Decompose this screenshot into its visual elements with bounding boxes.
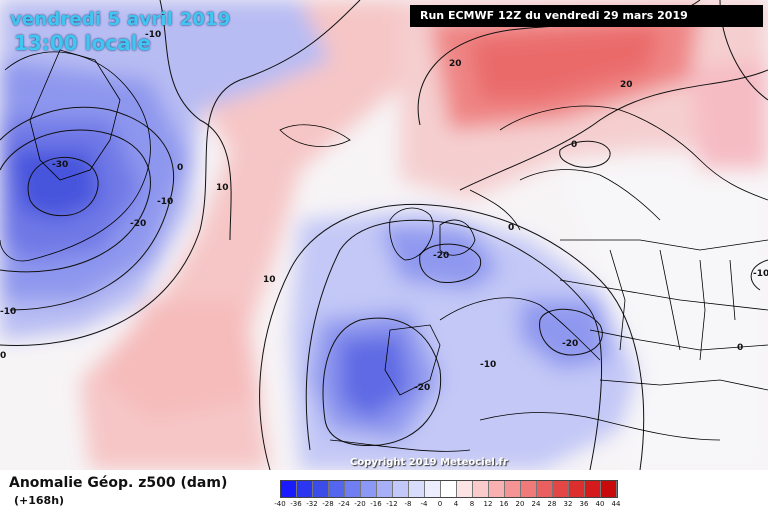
color-scale-tick: 12 xyxy=(483,500,493,508)
color-swatch xyxy=(441,481,457,497)
contour-label: 0 xyxy=(0,351,6,361)
contour-label: -10 xyxy=(145,30,161,40)
contour-label: 0 xyxy=(508,223,514,233)
model-run-info: Run ECMWF 12Z du vendredi 29 mars 2019 xyxy=(410,5,763,27)
contour-label: -10 xyxy=(753,269,768,279)
color-swatch xyxy=(537,481,553,497)
color-swatch xyxy=(473,481,489,497)
color-scale-tick: 40 xyxy=(595,500,605,508)
color-scale-tick: -4 xyxy=(420,500,428,508)
color-scale-ticks: -40 -36 -32 -28 -24 -20 -16 -12 -8 -4 0 4 8 12 16 20 24 2… xyxy=(274,500,620,510)
color-swatch xyxy=(345,481,361,497)
anomaly-field xyxy=(0,0,768,470)
color-swatch xyxy=(489,481,505,497)
color-swatch xyxy=(313,481,329,497)
color-scale-tick: -28 xyxy=(322,500,334,508)
contour-label: -20 xyxy=(433,251,449,261)
copyright-text: Copyright 2019 Meteociel.fr xyxy=(350,457,508,468)
contour-label: -10 xyxy=(0,307,16,317)
color-scale-tick: 0 xyxy=(437,500,443,508)
color-swatch xyxy=(409,481,425,497)
color-scale-tick: 24 xyxy=(531,500,541,508)
color-swatch xyxy=(569,481,585,497)
color-scale-tick: -16 xyxy=(370,500,382,508)
color-scale-bar xyxy=(280,480,618,498)
color-swatch xyxy=(521,481,537,497)
color-scale-tick: -20 xyxy=(354,500,366,508)
color-swatch xyxy=(601,481,617,497)
color-swatch xyxy=(297,481,313,497)
forecast-date: vendredi 5 avril 2019 xyxy=(10,9,231,30)
contour-label: 0 xyxy=(177,163,183,173)
color-scale-tick: -36 xyxy=(290,500,302,508)
coastlines xyxy=(0,49,768,452)
color-swatch xyxy=(553,481,569,497)
color-scale-tick: -32 xyxy=(306,500,318,508)
contour-label: 10 xyxy=(263,275,276,285)
contour-label: 20 xyxy=(620,80,633,90)
color-scale-tick: -12 xyxy=(386,500,398,508)
color-swatch xyxy=(329,481,345,497)
contour-label: -20 xyxy=(130,219,146,229)
contour-labels: -10 -30 -20 -10 0 10 10 -10 20 20 0 0 -2… xyxy=(0,30,768,393)
contour-label: -20 xyxy=(562,339,578,349)
forecast-local-time: 13:00 locale xyxy=(14,31,151,55)
color-scale-tick: 8 xyxy=(469,500,475,508)
color-scale-tick: -40 xyxy=(274,500,286,508)
color-scale-tick: -8 xyxy=(404,500,412,508)
color-scale-tick: 32 xyxy=(563,500,573,508)
legend-panel: Anomalie Géop. z500 (dam) (+168h) -40 -36… xyxy=(0,470,768,512)
color-scale-tick: 44 xyxy=(611,500,621,508)
color-scale-tick: -24 xyxy=(338,500,350,508)
color-scale-tick: 36 xyxy=(579,500,589,508)
color-swatch xyxy=(505,481,521,497)
color-swatch xyxy=(425,481,441,497)
color-swatch xyxy=(361,481,377,497)
contour-label: 10 xyxy=(216,183,229,193)
color-swatch xyxy=(457,481,473,497)
color-swatch xyxy=(377,481,393,497)
color-scale-tick: 20 xyxy=(515,500,525,508)
contour-label: 20 xyxy=(449,59,462,69)
contour-label: 0 xyxy=(571,140,577,150)
color-swatch xyxy=(393,481,409,497)
color-scale-tick: 28 xyxy=(547,500,557,508)
color-scale-tick: 16 xyxy=(499,500,509,508)
color-swatch xyxy=(585,481,601,497)
field-name: Anomalie Géop. z500 (dam) xyxy=(9,475,228,491)
lead-time: (+168h) xyxy=(14,494,65,507)
contour-label: 0 xyxy=(737,343,743,353)
contour-label: -10 xyxy=(480,360,496,370)
color-swatch xyxy=(281,481,297,497)
color-scale-tick: 4 xyxy=(453,500,459,508)
contour-label: -30 xyxy=(52,160,68,170)
contour-label: -10 xyxy=(157,197,173,207)
anomaly-map: -10 -30 -20 -10 0 10 10 -10 20 20 0 0 -2… xyxy=(0,0,768,470)
contour-label: -20 xyxy=(414,383,430,393)
